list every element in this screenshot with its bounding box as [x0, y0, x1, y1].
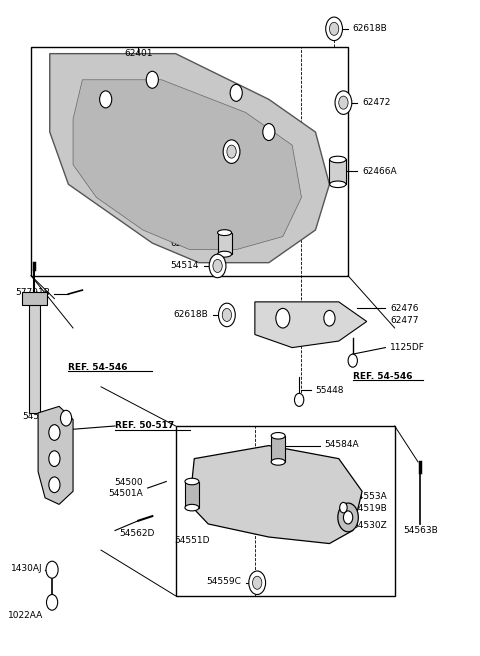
Circle shape — [213, 259, 222, 272]
Circle shape — [230, 85, 242, 101]
Circle shape — [209, 254, 226, 277]
Bar — [271, 436, 285, 462]
Text: 62485: 62485 — [170, 239, 199, 247]
Circle shape — [340, 502, 347, 513]
Text: REF. 54-546: REF. 54-546 — [68, 363, 128, 372]
Circle shape — [252, 576, 262, 589]
Polygon shape — [73, 80, 301, 250]
Circle shape — [46, 561, 58, 578]
Text: 62401: 62401 — [124, 49, 153, 58]
Polygon shape — [190, 445, 362, 544]
Circle shape — [100, 91, 112, 108]
Ellipse shape — [330, 156, 346, 163]
Text: 62476: 62476 — [390, 304, 419, 313]
Circle shape — [60, 410, 72, 426]
Text: 1430AJ: 1430AJ — [11, 564, 43, 573]
Bar — [176, 426, 395, 596]
Text: 1125DF: 1125DF — [390, 343, 425, 352]
Circle shape — [343, 511, 353, 524]
Circle shape — [338, 503, 359, 532]
Bar — [22, 292, 48, 305]
Circle shape — [339, 96, 348, 109]
Text: 54559C: 54559C — [206, 577, 241, 586]
Text: 62618B: 62618B — [353, 24, 387, 33]
Polygon shape — [50, 54, 329, 262]
Circle shape — [47, 594, 58, 610]
Circle shape — [348, 354, 358, 367]
Text: 54500: 54500 — [114, 478, 143, 487]
Ellipse shape — [271, 459, 285, 465]
Text: 62477: 62477 — [390, 316, 419, 325]
Circle shape — [326, 17, 343, 41]
Circle shape — [223, 140, 240, 163]
Ellipse shape — [217, 230, 231, 236]
Text: 55448: 55448 — [315, 386, 344, 394]
Text: 54514: 54514 — [170, 262, 199, 270]
Bar — [217, 233, 231, 254]
Ellipse shape — [330, 181, 346, 188]
Circle shape — [227, 145, 236, 158]
Text: 54584A: 54584A — [325, 440, 360, 449]
Text: 62471: 62471 — [184, 147, 213, 156]
Text: 54501A: 54501A — [108, 489, 143, 499]
Ellipse shape — [217, 251, 231, 257]
Bar — [29, 302, 40, 413]
Text: REF. 50-517: REF. 50-517 — [115, 422, 174, 430]
Text: 62472: 62472 — [362, 98, 390, 107]
Text: 54559C: 54559C — [22, 412, 57, 420]
Text: 54551D: 54551D — [174, 536, 210, 544]
Bar — [31, 47, 348, 276]
Text: REF. 54-546: REF. 54-546 — [353, 372, 412, 381]
Circle shape — [295, 394, 304, 406]
Ellipse shape — [185, 504, 199, 511]
Text: 54562D: 54562D — [120, 529, 155, 539]
Circle shape — [335, 91, 352, 114]
Text: 57791B: 57791B — [15, 287, 50, 297]
Circle shape — [324, 310, 335, 326]
Circle shape — [249, 571, 265, 594]
Circle shape — [49, 477, 60, 493]
Circle shape — [146, 72, 158, 89]
Circle shape — [329, 22, 339, 35]
Circle shape — [222, 308, 231, 321]
Circle shape — [49, 451, 60, 466]
Text: 62466A: 62466A — [362, 167, 396, 176]
Ellipse shape — [271, 432, 285, 439]
Ellipse shape — [185, 478, 199, 485]
Polygon shape — [255, 302, 367, 348]
Polygon shape — [38, 406, 73, 504]
Circle shape — [263, 123, 275, 140]
Text: 54563B: 54563B — [403, 526, 438, 535]
Bar — [329, 159, 346, 184]
Circle shape — [276, 308, 290, 328]
Text: 1022AA: 1022AA — [8, 611, 43, 620]
Text: 62618B: 62618B — [173, 310, 208, 319]
Bar — [185, 482, 199, 508]
Text: 54519B: 54519B — [353, 504, 387, 513]
Circle shape — [49, 424, 60, 440]
Circle shape — [218, 303, 235, 327]
Text: 54530Z: 54530Z — [353, 521, 387, 530]
Text: 54553A: 54553A — [353, 492, 387, 501]
